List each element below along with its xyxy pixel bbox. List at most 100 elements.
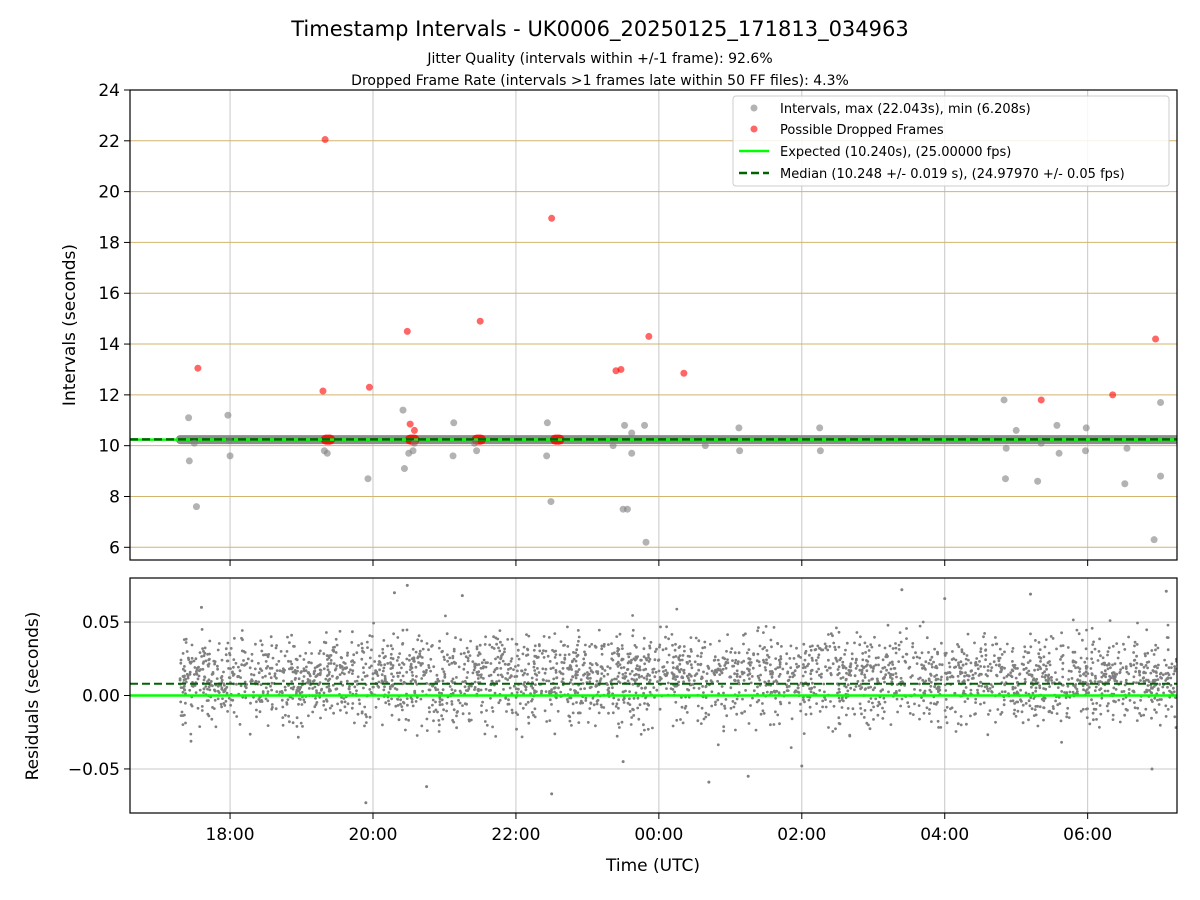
residual-point [494,657,497,661]
residual-point [533,707,537,711]
residual-point [749,704,752,707]
residual-point [202,678,206,682]
residual-point [632,678,636,682]
residual-point [415,734,419,737]
residual-point [778,722,781,726]
residual-point [241,638,244,642]
residual-point [696,654,699,658]
residual-point [917,704,921,707]
residual-point [595,699,599,703]
residual-point [381,669,385,673]
residual-point [188,673,192,676]
residual-point [804,713,808,716]
residual-point [302,698,306,702]
residual-point [455,714,458,718]
residual-point [888,644,892,648]
residual-point [682,669,685,673]
residual-point [377,697,380,701]
residual-point [216,684,220,688]
residual-point [871,688,875,692]
residual-point [701,646,705,650]
residual-point [791,675,795,679]
residual-point [945,721,949,725]
residual-point [1000,690,1004,694]
residual-point [335,643,339,647]
residual-point [574,651,578,655]
residual-point [517,657,521,661]
residual-point [382,639,386,642]
residual-point [355,651,359,655]
residual-point [1000,668,1004,672]
residual-point [859,682,863,686]
residual-point [628,710,632,713]
residual-point [351,669,355,673]
residual-point [710,690,714,694]
residual-point [1033,668,1036,672]
residual-point [497,646,500,650]
residual-point [410,670,414,674]
residual-point [521,706,525,710]
residual-point [776,666,780,669]
residual-outlier [460,594,464,598]
residual-point [966,632,970,636]
interval-point [449,452,457,460]
residual-point [922,711,926,715]
residual-point [930,655,934,659]
residual-point [640,686,644,690]
residual-point [1072,664,1076,667]
residual-point [395,659,399,662]
residual-point [1132,663,1136,667]
residual-point [785,652,789,656]
residual-point [876,704,880,708]
residual-point [1116,656,1120,660]
residual-point [1042,696,1046,699]
legend: Intervals, max (22.043s), min (6.208s) P… [732,95,1170,187]
residual-point [1173,715,1177,719]
residual-point [1079,709,1083,713]
residual-point [326,658,329,661]
residual-point [329,659,333,662]
residual-point [313,705,317,709]
residual-point [667,637,670,641]
residual-point [959,723,963,727]
residual-point [189,739,193,743]
interval-point [190,439,198,447]
residual-point [626,701,630,705]
residual-point [1018,673,1021,676]
residual-point [455,726,458,730]
residual-point [220,705,224,709]
residual-point [1124,665,1128,668]
residual-point [1139,714,1143,718]
residual-point [583,650,586,654]
residual-point [767,679,771,683]
residual-point [396,674,400,678]
residual-point [881,658,885,662]
residual-point [181,723,185,726]
residual-point [1135,719,1139,722]
residual-point [1158,672,1162,676]
residual-point [322,667,326,671]
interval-point [1012,426,1020,434]
residual-point [838,699,842,703]
residual-point [757,676,761,680]
residual-point [297,702,300,706]
residual-point [1158,723,1162,727]
residual-point [248,666,252,670]
residual-point [646,672,650,676]
residual-point [777,691,781,695]
residual-point [391,684,394,688]
residual-point [339,680,343,684]
residual-point [829,700,832,703]
residual-point [1125,670,1129,674]
residual-point [936,700,939,704]
residual-point [325,631,328,634]
residual-point [918,656,922,660]
residual-point [901,655,905,659]
residual-point [476,654,480,657]
residual-point [1054,699,1057,703]
residual-point [680,658,684,662]
residual-point [509,659,513,663]
residual-point [666,681,670,685]
dropped-point [1152,335,1160,343]
residual-point [918,676,922,680]
